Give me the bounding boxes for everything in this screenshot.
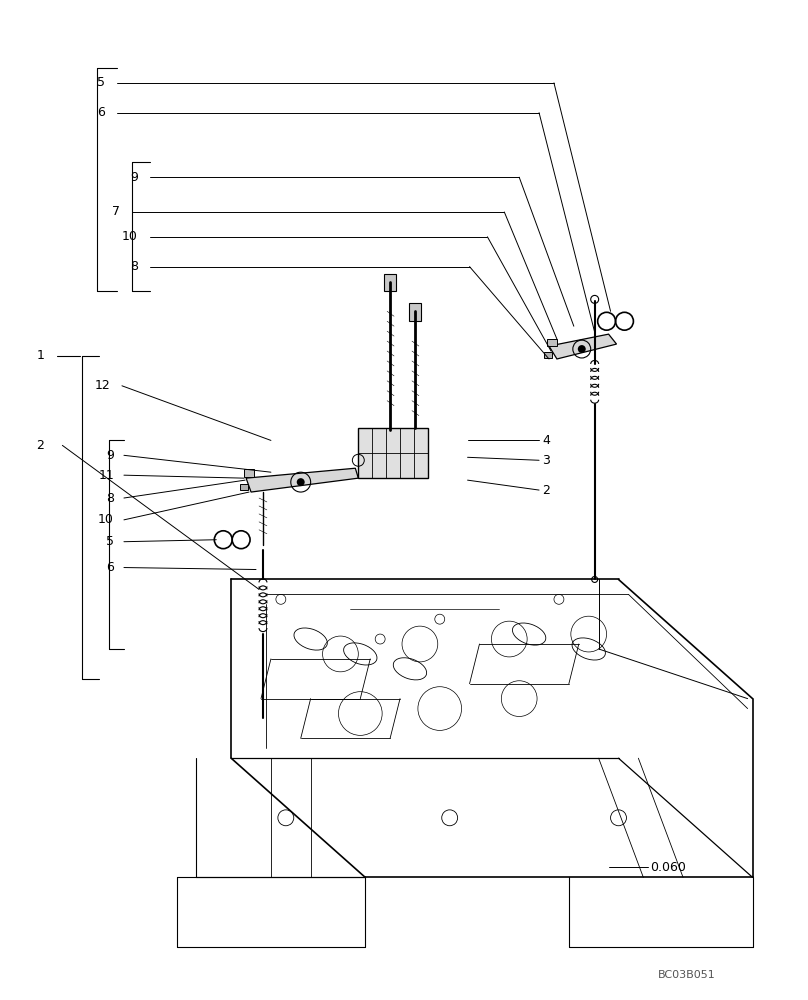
Text: 4: 4 [542,434,550,447]
Text: 9: 9 [106,449,114,462]
Text: 12: 12 [95,379,110,392]
Circle shape [578,345,586,353]
Bar [384,274,396,291]
Text: BC03B051: BC03B051 [659,970,716,980]
Text: 10: 10 [98,513,114,526]
Bar [409,303,421,321]
Text: 7: 7 [112,205,120,218]
Text: 8: 8 [130,260,138,273]
Bar [240,484,248,490]
Polygon shape [549,334,617,359]
Text: 10: 10 [122,230,138,243]
Text: 3: 3 [542,454,550,467]
Text: 1: 1 [36,349,44,362]
Text: 6: 6 [97,106,105,119]
Text: 9: 9 [130,171,138,184]
Text: 6: 6 [106,561,114,574]
Text: 5: 5 [97,76,105,89]
Text: 11: 11 [99,469,114,482]
Bar [547,339,557,346]
Bar [244,469,254,477]
Text: 8: 8 [106,492,114,505]
Bar [358,428,427,478]
Text: 0.060: 0.060 [650,861,686,874]
Bar [544,352,552,358]
Circle shape [297,478,305,486]
Text: 2: 2 [542,484,550,497]
Polygon shape [246,468,358,492]
Text: 5: 5 [106,535,114,548]
Text: 2: 2 [36,439,44,452]
